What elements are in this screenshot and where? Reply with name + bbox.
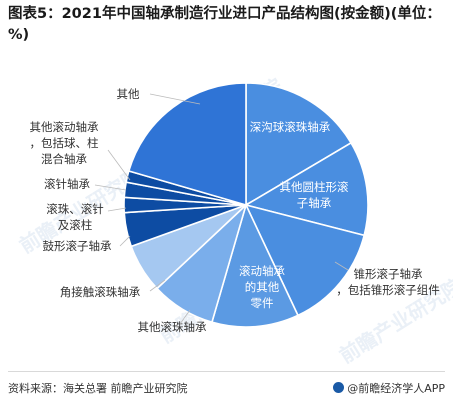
brand-credit: @前瞻经济学人APP bbox=[333, 380, 445, 396]
pie-slice bbox=[245, 82, 353, 207]
source-note: 资料来源：海关总署 前瞻产业研究院 bbox=[8, 382, 188, 395]
slice-label: 滚针轴承 bbox=[44, 177, 90, 191]
slice-label: 滚珠、滚针及滚柱 bbox=[46, 202, 104, 232]
footer-divider bbox=[8, 371, 445, 372]
pie-slice bbox=[210, 202, 300, 328]
leader-line bbox=[94, 184, 127, 191]
leader-line bbox=[149, 279, 166, 292]
slice-label: 锥形滚子轴承，包括锥形滚子组件 bbox=[336, 267, 440, 297]
leader-line bbox=[179, 309, 191, 325]
slice-label: 滚动轴承的其他零件 bbox=[239, 264, 285, 310]
slice-label: 其他滚珠轴承 bbox=[138, 320, 207, 334]
slice-label: 鼓形滚子轴承 bbox=[43, 239, 112, 253]
slice-label: 其他滚动轴承，包括球、柱混合轴承 bbox=[30, 120, 99, 166]
slice-label: 深沟球滚珠轴承 bbox=[250, 120, 331, 134]
footer: 资料来源：海关总署 前瞻产业研究院 @前瞻经济学人APP bbox=[0, 371, 453, 404]
leader-line bbox=[107, 149, 131, 181]
brand-logo-icon bbox=[333, 382, 345, 393]
leader-line bbox=[107, 207, 127, 212]
slice-label: 其他 bbox=[117, 87, 140, 101]
pie-slice bbox=[244, 203, 366, 317]
pie-slice bbox=[127, 82, 247, 207]
brand-label: @前瞻经济学人APP bbox=[347, 382, 445, 395]
leader-line bbox=[334, 261, 349, 271]
leader-line bbox=[149, 93, 201, 105]
chart-title: 图表5：2021年中国轴承制造行业进口产品结构图(按金额)(单位：%) bbox=[8, 6, 441, 43]
slice-label: 其他圆柱形滚子轴承 bbox=[280, 180, 349, 210]
slice-label: 角接触滚珠轴承 bbox=[60, 285, 141, 299]
leader-line bbox=[119, 235, 131, 247]
